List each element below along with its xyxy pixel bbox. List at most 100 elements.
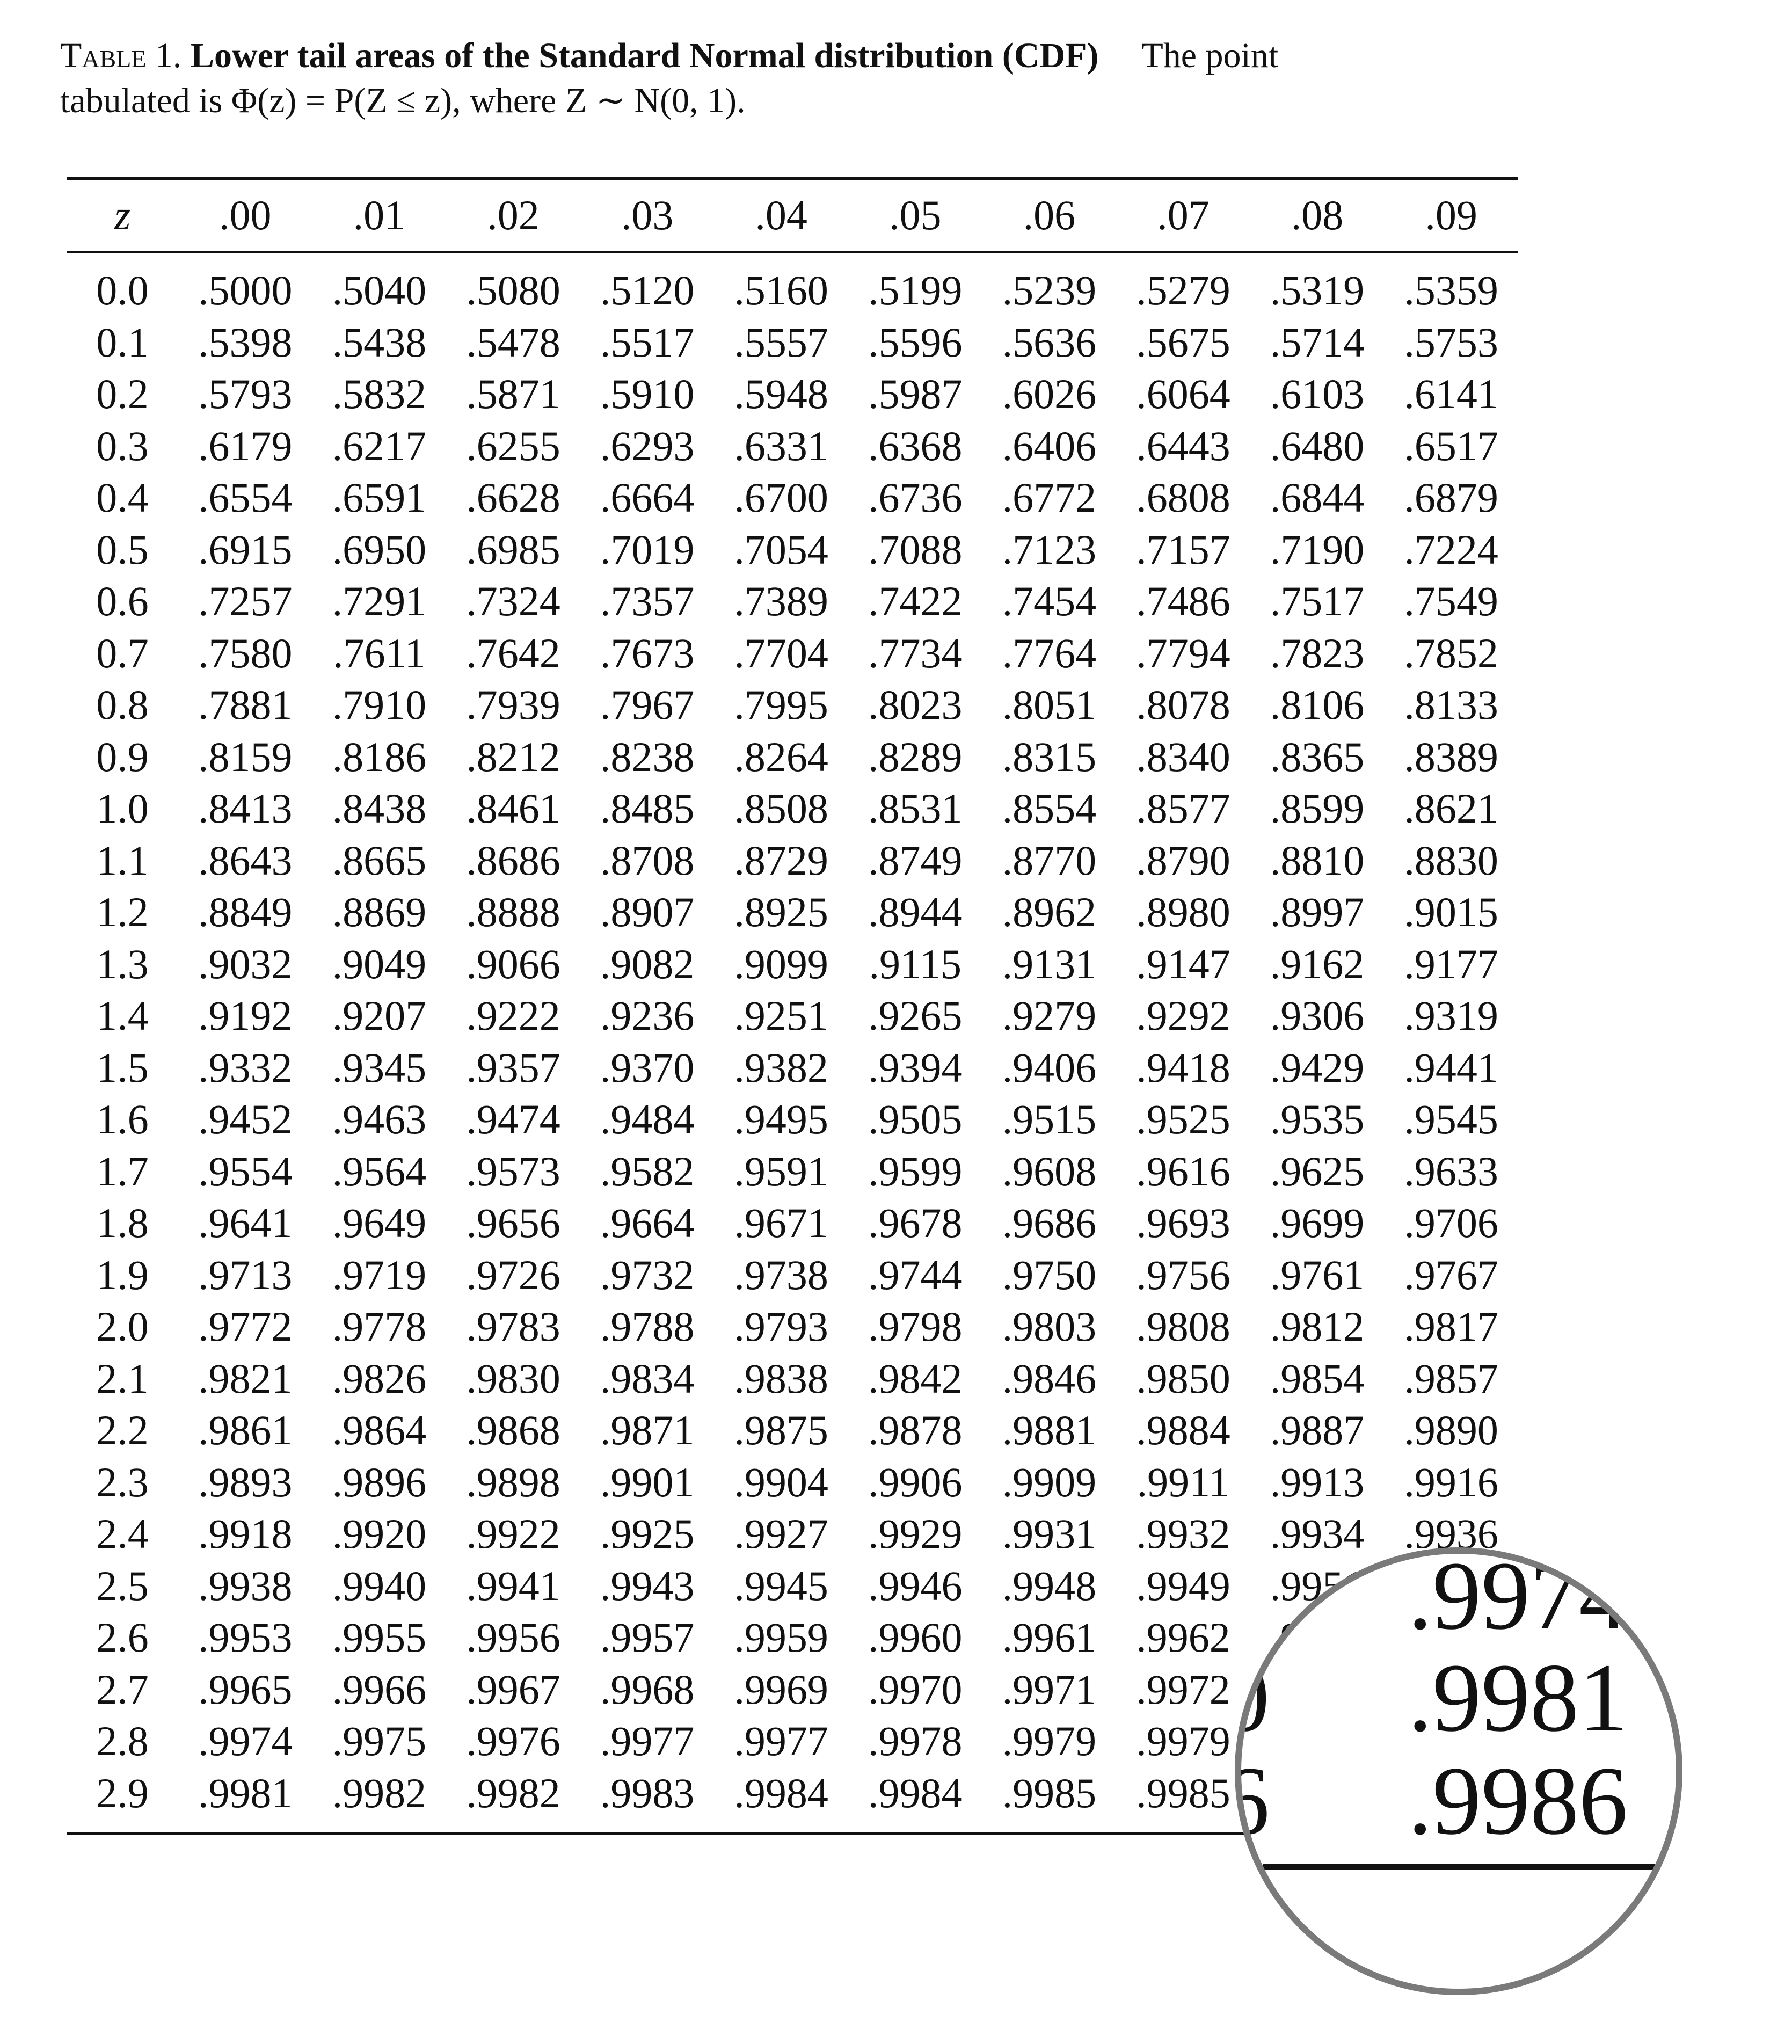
probability-cell: .9783 xyxy=(466,1303,560,1350)
probability-cell: .8264 xyxy=(734,733,828,780)
probability-cell: .9962 xyxy=(1136,1614,1230,1661)
probability-cell: .9808 xyxy=(1136,1303,1230,1350)
table-row: 1.8 .9641 .9649 .9656 .9664 .9671 .9678 .9686 .9… xyxy=(67,1197,1518,1249)
probability-cell: .8980 xyxy=(1136,889,1230,936)
probability-cell: .9671 xyxy=(734,1199,828,1247)
probability-cell: .8621 xyxy=(1404,785,1498,832)
probability-cell: .7910 xyxy=(332,681,427,729)
probability-cell: .9678 xyxy=(868,1199,963,1247)
probability-cell: .9956 xyxy=(466,1614,560,1661)
probability-cell: .9842 xyxy=(868,1355,963,1402)
probability-cell: .9265 xyxy=(868,992,963,1039)
probability-cell: .7549 xyxy=(1404,578,1498,625)
probability-cell: .9649 xyxy=(332,1199,427,1247)
probability-cell: .9984 xyxy=(868,1769,963,1816)
probability-cell: .6141 xyxy=(1404,370,1498,418)
table-row: 1.6 .9452 .9463 .9474 .9484 .9495 .9505 .9515 .9… xyxy=(67,1094,1518,1146)
table-row: 1.5 .9332 .9345 .9357 .9370 .9382 .9394 .9406 .9… xyxy=(67,1042,1518,1094)
probability-cell: .8159 xyxy=(198,733,293,780)
table-row: 1.0 .8413 .8438 .8461 .8485 .8508 .8531 .8554 .8… xyxy=(67,783,1518,835)
probability-cell: .9032 xyxy=(198,940,293,987)
probability-cell: .8770 xyxy=(1002,836,1097,884)
z-value-cell: 2.6 xyxy=(96,1614,149,1661)
probability-cell: .9738 xyxy=(734,1251,828,1298)
probability-cell: .9131 xyxy=(1002,940,1097,987)
probability-cell: .8023 xyxy=(868,681,963,729)
z-value-cell: 0.9 xyxy=(96,733,149,780)
probability-cell: .7642 xyxy=(466,629,560,677)
probability-cell: .9633 xyxy=(1404,1147,1498,1195)
probability-cell: .9904 xyxy=(734,1458,828,1505)
probability-cell: .6700 xyxy=(734,474,828,521)
normal-cdf-table-container: z .00 .01 .02 .03 .04 .05 .06 .07 .08 .09 0.0 .5000… xyxy=(67,177,1518,1835)
probability-cell: .9965 xyxy=(198,1665,293,1713)
probability-cell: .9177 xyxy=(1404,940,1498,987)
probability-cell: .9505 xyxy=(868,1096,963,1143)
probability-cell: .7389 xyxy=(734,578,828,625)
probability-cell: .6517 xyxy=(1404,422,1498,469)
probability-cell: .7291 xyxy=(332,578,427,625)
probability-cell: .6985 xyxy=(466,526,560,573)
probability-cell: .7794 xyxy=(1136,629,1230,677)
z-value-cell: 1.2 xyxy=(96,889,149,936)
probability-cell: .8508 xyxy=(734,785,828,832)
probability-cell: .9982 xyxy=(332,1769,427,1816)
probability-cell: .9706 xyxy=(1404,1199,1498,1247)
probability-cell: .9960 xyxy=(868,1614,963,1661)
probability-cell: .9192 xyxy=(198,992,293,1039)
magnified-bottom-rule xyxy=(1263,1864,1676,1870)
probability-cell: .9906 xyxy=(868,1458,963,1505)
table-body: 0.0.5000.5040.5080.5120.5160.5199.5239.5… xyxy=(67,252,1518,1834)
probability-cell: .9756 xyxy=(1136,1251,1230,1298)
table-row: 1.4 .9192 .9207 .9222 .9236 .9251 .9265 .9279 .9… xyxy=(67,990,1518,1042)
probability-cell: .9484 xyxy=(600,1096,695,1143)
probability-cell: .9985 xyxy=(1136,1769,1230,1816)
table-row: 0.4 .6554 .6591 .6628 .6664 .6700 .6736 .6772 .6… xyxy=(67,472,1518,524)
probability-cell: .8665 xyxy=(332,836,427,884)
table-row: 0.9 .8159 .8186 .8212 .8238 .8264 .8289 .8315 .8… xyxy=(67,731,1518,783)
probability-cell: .9798 xyxy=(868,1303,963,1350)
probability-cell: .7157 xyxy=(1136,526,1230,573)
table-row: 1.9 .9713 .9719 .9726 .9732 .9738 .9744 .9750 .9… xyxy=(67,1249,1518,1301)
probability-cell: .9761 xyxy=(1270,1251,1365,1298)
probability-cell: .9911 xyxy=(1137,1458,1230,1505)
table-row: 0.3 .6179 .6217 .6255 .6293 .6331 .6368 .6406 .6… xyxy=(67,420,1518,472)
probability-cell: .6808 xyxy=(1136,474,1230,521)
table-row: 0.0 .5000 .5040 .5080 .5120 .5160 .5199 .5239 .5… xyxy=(67,252,1518,317)
probability-cell: .9236 xyxy=(600,992,695,1039)
probability-cell: .9898 xyxy=(466,1458,560,1505)
probability-cell: .8365 xyxy=(1270,733,1365,780)
z-value-cell: 2.9 xyxy=(96,1769,149,1816)
probability-cell: .5478 xyxy=(466,318,560,366)
probability-cell: .9967 xyxy=(466,1665,560,1713)
z-value-cell: 1.0 xyxy=(96,785,149,832)
column-header: .06 xyxy=(1023,192,1076,238)
probability-cell: .9147 xyxy=(1136,940,1230,987)
probability-cell: .9925 xyxy=(600,1510,695,1558)
table-row: 1.3 .9032 .9049 .9066 .9082 .9099 .9115 .9131 .9… xyxy=(67,939,1518,991)
probability-cell: .7190 xyxy=(1270,526,1365,573)
probability-cell: .9975 xyxy=(332,1718,427,1765)
z-value-cell: 0.2 xyxy=(96,370,149,418)
z-value-cell: 2.3 xyxy=(96,1458,149,1505)
probability-cell: .5517 xyxy=(600,318,695,366)
probability-cell: .7673 xyxy=(600,629,695,677)
normal-cdf-table: z .00 .01 .02 .03 .04 .05 .06 .07 .08 .09 0.0 .5000… xyxy=(67,177,1518,1835)
probability-cell: .9115 xyxy=(869,940,962,987)
probability-cell: .5636 xyxy=(1002,318,1097,366)
probability-cell: .8106 xyxy=(1270,681,1365,729)
probability-cell: .9099 xyxy=(734,940,828,987)
probability-cell: .9418 xyxy=(1136,1044,1230,1091)
probability-cell: .9750 xyxy=(1002,1251,1097,1298)
probability-cell: .9608 xyxy=(1002,1147,1097,1195)
probability-cell: .8997 xyxy=(1270,889,1365,936)
probability-cell: .8888 xyxy=(466,889,560,936)
probability-cell: .9066 xyxy=(466,940,560,987)
probability-cell: .9941 xyxy=(466,1562,560,1609)
probability-cell: .9345 xyxy=(332,1044,427,1091)
probability-cell: .9949 xyxy=(1136,1562,1230,1609)
probability-cell: .5199 xyxy=(868,267,963,314)
table-caption: Table 1. Lower tail areas of the Standar… xyxy=(60,33,1563,123)
probability-cell: .9940 xyxy=(332,1562,427,1609)
probability-cell: .9922 xyxy=(466,1510,560,1558)
